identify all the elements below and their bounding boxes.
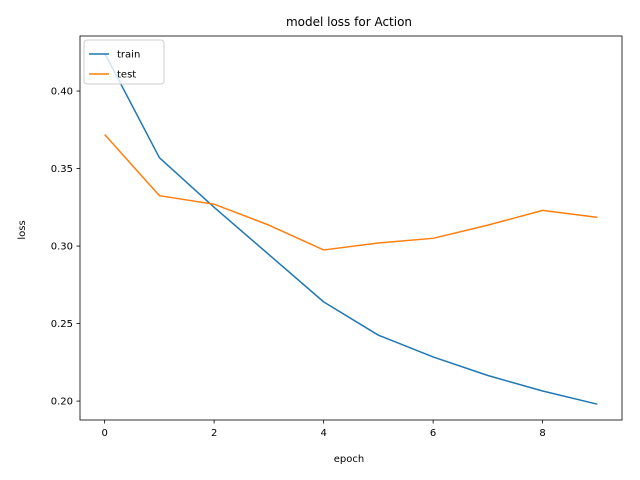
chart-title: model loss for Action: [286, 15, 412, 29]
x-axis-ticks: 0 2 4 6 8: [101, 420, 546, 439]
series-line-train: [103, 52, 598, 405]
legend: train test: [83, 39, 165, 85]
legend-label-test: test: [117, 70, 136, 81]
legend-label-train: train: [117, 50, 140, 61]
x-tick-label: 2: [211, 428, 217, 439]
y-tick-label: 0.40: [51, 87, 73, 98]
y-tick-label: 0.30: [51, 242, 73, 253]
y-tick-label: 0.20: [51, 397, 73, 408]
legend-box: [83, 39, 165, 85]
y-tick-label: 0.35: [51, 164, 73, 175]
y-axis-ticks: 0.20 0.25 0.30 0.35 0.40: [51, 87, 80, 408]
series-lines: [103, 52, 598, 405]
x-tick-label: 8: [539, 428, 545, 439]
y-tick-label: 0.25: [51, 319, 73, 330]
plot-frame: [79, 35, 623, 421]
series-line-test: [104, 133, 598, 251]
x-tick-label: 6: [430, 428, 436, 439]
x-axis-label: epoch: [334, 454, 364, 465]
x-tick-label: 0: [101, 428, 107, 439]
y-axis-label: loss: [17, 220, 28, 239]
x-tick-label: 4: [320, 428, 326, 439]
